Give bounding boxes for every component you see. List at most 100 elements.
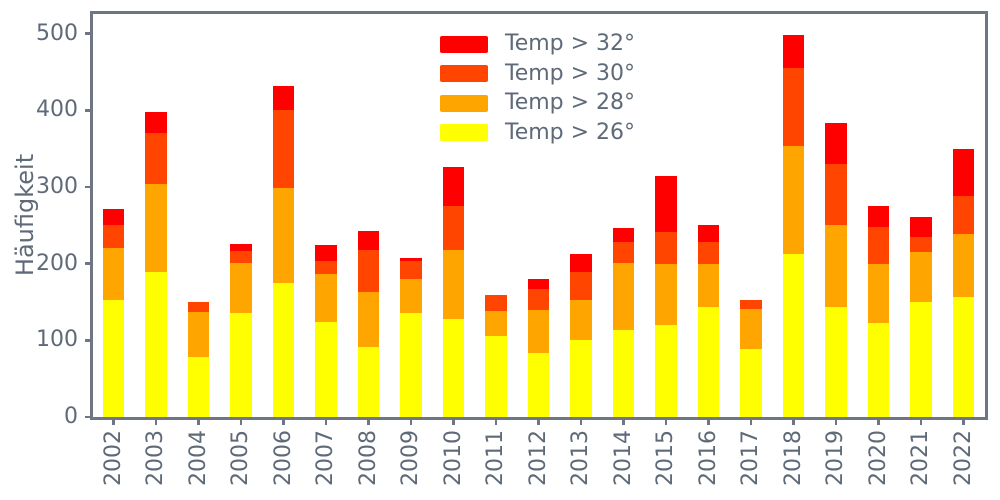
bar-segment-2009 bbox=[400, 312, 422, 417]
x-tick bbox=[409, 420, 413, 425]
x-tick bbox=[962, 420, 965, 425]
bar-segment-2014 bbox=[612, 262, 635, 331]
x-tick-label: 2006 bbox=[270, 430, 296, 486]
bar-segment-2014 bbox=[612, 242, 635, 263]
bar-segment-2013 bbox=[570, 272, 592, 301]
bar-segment-2017 bbox=[740, 308, 762, 349]
x-tick bbox=[664, 420, 668, 425]
bar-segment-2005 bbox=[230, 251, 252, 263]
x-tick bbox=[537, 420, 540, 425]
bar-segment-2008 bbox=[357, 347, 380, 417]
x-tick-label: 2019 bbox=[823, 430, 849, 486]
y-tick-label: 300 bbox=[36, 173, 78, 199]
bar-segment-2018 bbox=[782, 146, 805, 254]
bar-segment-2002 bbox=[102, 248, 125, 300]
bar-segment-2011 bbox=[485, 295, 507, 312]
bar-segment-2017 bbox=[740, 348, 762, 417]
x-tick bbox=[707, 420, 710, 425]
bar-segment-2019 bbox=[825, 123, 847, 164]
bar-segment-2008 bbox=[357, 291, 380, 348]
bar-2002 bbox=[102, 209, 125, 417]
x-tick bbox=[622, 420, 625, 425]
x-tick bbox=[494, 420, 498, 425]
bar-segment-2005 bbox=[230, 312, 252, 417]
bar-segment-2012 bbox=[527, 278, 550, 289]
bar-segment-2020 bbox=[867, 323, 890, 417]
bar-segment-2013 bbox=[570, 300, 592, 340]
legend-swatch bbox=[440, 65, 488, 82]
x-tick-label: 2005 bbox=[228, 430, 254, 486]
bar-2016 bbox=[697, 224, 720, 417]
x-tick-label: 2011 bbox=[483, 430, 509, 486]
bar-segment-2003 bbox=[145, 111, 167, 134]
bar-segment-2022 bbox=[952, 196, 975, 234]
bar-segment-2018 bbox=[782, 68, 805, 147]
bar-segment-2006 bbox=[272, 85, 295, 111]
y-tick-label: 200 bbox=[36, 250, 78, 276]
x-tick bbox=[452, 420, 455, 425]
x-tick bbox=[324, 420, 328, 425]
bar-segment-2012 bbox=[527, 310, 550, 353]
bar-2014 bbox=[612, 228, 635, 417]
x-tick bbox=[919, 420, 923, 425]
legend-item: Temp > 26° bbox=[440, 118, 635, 148]
bar-segment-2005 bbox=[230, 262, 252, 313]
bar-segment-2013 bbox=[570, 339, 592, 417]
x-tick-label: 2022 bbox=[950, 430, 976, 486]
bar-segment-2008 bbox=[357, 230, 380, 250]
bar-segment-2019 bbox=[825, 224, 847, 308]
bar-segment-2015 bbox=[655, 324, 677, 417]
plot-area bbox=[90, 11, 988, 420]
bar-segment-2004 bbox=[187, 311, 210, 358]
bar-segment-2002 bbox=[102, 299, 125, 417]
legend-label: Temp > 32° bbox=[505, 31, 636, 56]
x-tick-label: 2021 bbox=[908, 430, 933, 486]
bar-segment-2021 bbox=[910, 236, 932, 253]
bar-2021 bbox=[910, 216, 932, 417]
x-tick-label: 2010 bbox=[440, 430, 466, 486]
y-tick bbox=[85, 185, 90, 189]
bar-2007 bbox=[315, 245, 337, 417]
x-tick bbox=[197, 420, 200, 425]
bar-2011 bbox=[485, 295, 507, 417]
y-tick-label: 0 bbox=[64, 404, 78, 429]
bar-segment-2008 bbox=[357, 249, 380, 292]
x-tick-label: 2007 bbox=[313, 430, 339, 486]
legend-item: Temp > 30° bbox=[440, 59, 635, 89]
bar-segment-2007 bbox=[315, 245, 337, 261]
bar-segment-2007 bbox=[315, 273, 337, 322]
x-tick-label: 2020 bbox=[865, 430, 891, 486]
bar-segment-2016 bbox=[697, 264, 720, 308]
bar-segment-2020 bbox=[867, 264, 890, 324]
bar-segment-2018 bbox=[782, 253, 805, 417]
bar-2017 bbox=[740, 299, 762, 417]
bar-segment-2014 bbox=[612, 330, 635, 417]
x-tick-label: 2015 bbox=[653, 430, 679, 486]
bar-segment-2014 bbox=[612, 228, 635, 243]
y-tick-label: 400 bbox=[36, 97, 78, 123]
bar-segment-2021 bbox=[910, 301, 932, 417]
bar-segment-2021 bbox=[910, 252, 932, 302]
bar-segment-2012 bbox=[527, 352, 550, 417]
bar-2012 bbox=[527, 278, 550, 417]
y-tick bbox=[85, 32, 90, 35]
bar-segment-2021 bbox=[910, 216, 932, 237]
x-tick-label: 2009 bbox=[398, 430, 424, 486]
bar-2018 bbox=[782, 35, 805, 417]
bar-segment-2007 bbox=[315, 260, 337, 274]
x-tick-label: 2013 bbox=[568, 430, 594, 486]
x-tick-label: 2018 bbox=[780, 430, 806, 486]
bar-segment-2016 bbox=[697, 307, 720, 417]
bar-segment-2012 bbox=[527, 288, 550, 311]
x-tick bbox=[792, 420, 795, 425]
x-tick-label: 2002 bbox=[100, 430, 126, 486]
bar-2009 bbox=[400, 257, 422, 417]
bar-segment-2016 bbox=[697, 224, 720, 243]
x-tick bbox=[749, 420, 753, 425]
y-tick-label: 100 bbox=[36, 327, 78, 353]
x-tick bbox=[239, 420, 243, 425]
bar-segment-2002 bbox=[102, 209, 125, 226]
bar-2005 bbox=[230, 243, 252, 417]
bar-segment-2010 bbox=[442, 167, 465, 207]
